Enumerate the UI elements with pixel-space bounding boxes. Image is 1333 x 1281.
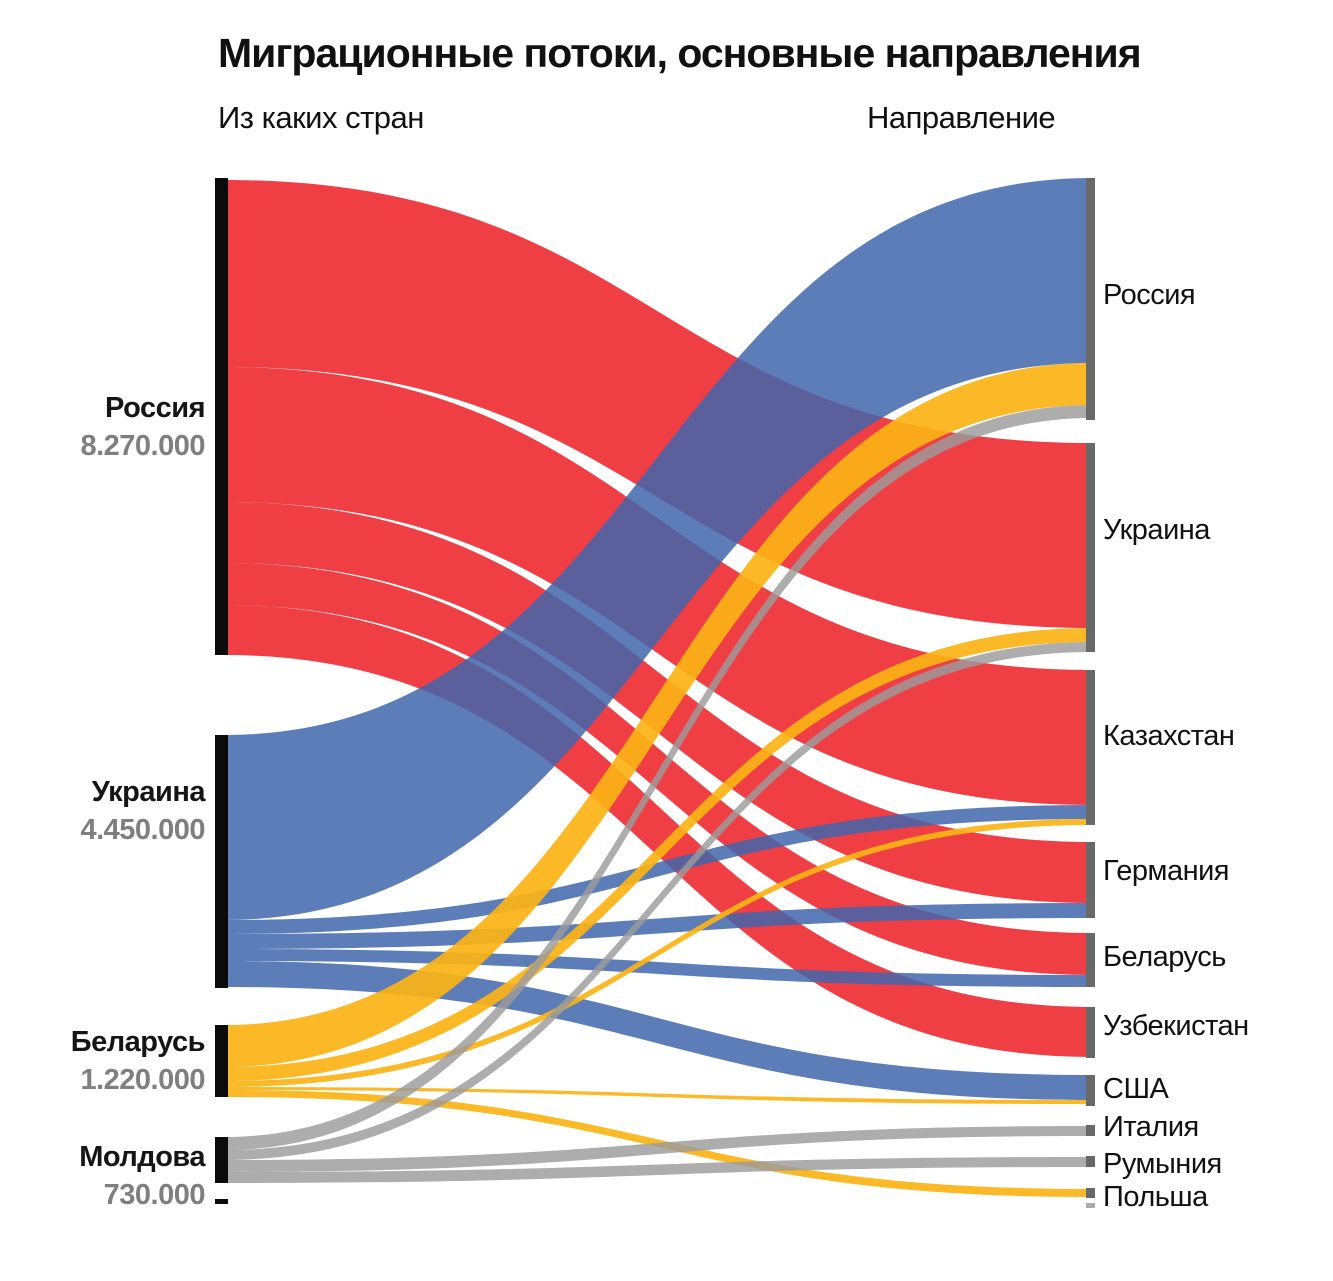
right-node-bar-t_by <box>1086 933 1095 987</box>
left-node-label-text: Беларусь <box>70 1026 206 1058</box>
left-node-value-ua: 4.450.000 <box>80 814 205 846</box>
left-node-label-text: Россия <box>105 392 205 424</box>
right-node-label-t_uz: Узбекистан <box>1103 1010 1249 1042</box>
left-node-label-ua: Украина <box>0 776 206 808</box>
right-node-bar-t_de <box>1086 842 1095 918</box>
flow-md-t_ro <box>224 1157 1092 1183</box>
right-node-label-t_de: Германия <box>1103 855 1230 887</box>
flow-ua-t_de <box>224 903 1092 949</box>
right-node-bar-t_it <box>1086 1125 1095 1136</box>
right-node-bar-t_ua <box>1086 443 1095 652</box>
left-node-bar-other <box>215 1199 228 1204</box>
right-node-bar-t_uz <box>1086 1007 1095 1058</box>
left-node-value-md: 730.000 <box>103 1179 206 1211</box>
left-node-label-md: Молдова <box>0 1143 205 1172</box>
left-node-label-ru: Россия <box>0 394 205 423</box>
right-node-bar-t_ro <box>1086 1156 1095 1167</box>
left-node-bar-by <box>215 1025 228 1097</box>
flow-md-t_it <box>224 1126 1092 1172</box>
left-node-value-ru: 8.270.000 <box>80 430 205 462</box>
left-node-bar-ua <box>215 735 228 988</box>
flow-by-t_ru <box>224 363 1092 1067</box>
left-node-bar-ru <box>215 178 228 655</box>
flow-ua-t_kz <box>224 805 1092 934</box>
flow-by-t_us <box>224 1087 1092 1104</box>
right-node-bar-other <box>1086 1203 1095 1208</box>
chart-title: Миграционные потоки, основные направлени… <box>218 30 1142 76</box>
right-node-bar-t_pl <box>1086 1188 1095 1198</box>
flow-by-t_ua <box>224 628 1092 1081</box>
flow-ru-t_ua <box>224 180 1092 628</box>
left-node-bar-md <box>215 1137 228 1183</box>
right-node-bar-t_ru <box>1086 178 1095 420</box>
right-node-label-t_us: США <box>1103 1073 1169 1105</box>
right-node-label-t_by: Беларусь <box>1103 941 1226 973</box>
left-node-value-by: 1.220.000 <box>80 1064 205 1096</box>
flow-by-t_kz <box>224 819 1092 1087</box>
right-node-bar-t_us <box>1086 1075 1095 1106</box>
flow-ru-t_uz <box>224 605 1092 1057</box>
right-node-label-t_ro: Румыния <box>1103 1148 1222 1180</box>
column-header-sources: Из каких стран <box>218 100 424 135</box>
column-header-destinations: Направление <box>867 100 1056 135</box>
flow-md-t_ua <box>224 642 1092 1160</box>
right-node-label-t_ua: Украина <box>1103 514 1210 546</box>
right-node-bar-t_kz <box>1086 670 1095 825</box>
flow-md-t_ru <box>224 405 1092 1150</box>
right-node-label-t_ru: Россия <box>1103 279 1196 311</box>
flow-ua-t_ru <box>224 178 1092 920</box>
right-node-label-t_pl: Польша <box>1103 1181 1208 1213</box>
left-node-label-text: Молдова <box>79 1141 205 1173</box>
left-node-label-text: Украина <box>91 776 206 808</box>
flow-ru-t_by <box>224 563 1092 975</box>
right-node-label-t_kz: Казахстан <box>1103 720 1235 752</box>
right-node-label-t_it: Италия <box>1103 1111 1199 1143</box>
left-node-label-by: Беларусь <box>0 1026 206 1058</box>
